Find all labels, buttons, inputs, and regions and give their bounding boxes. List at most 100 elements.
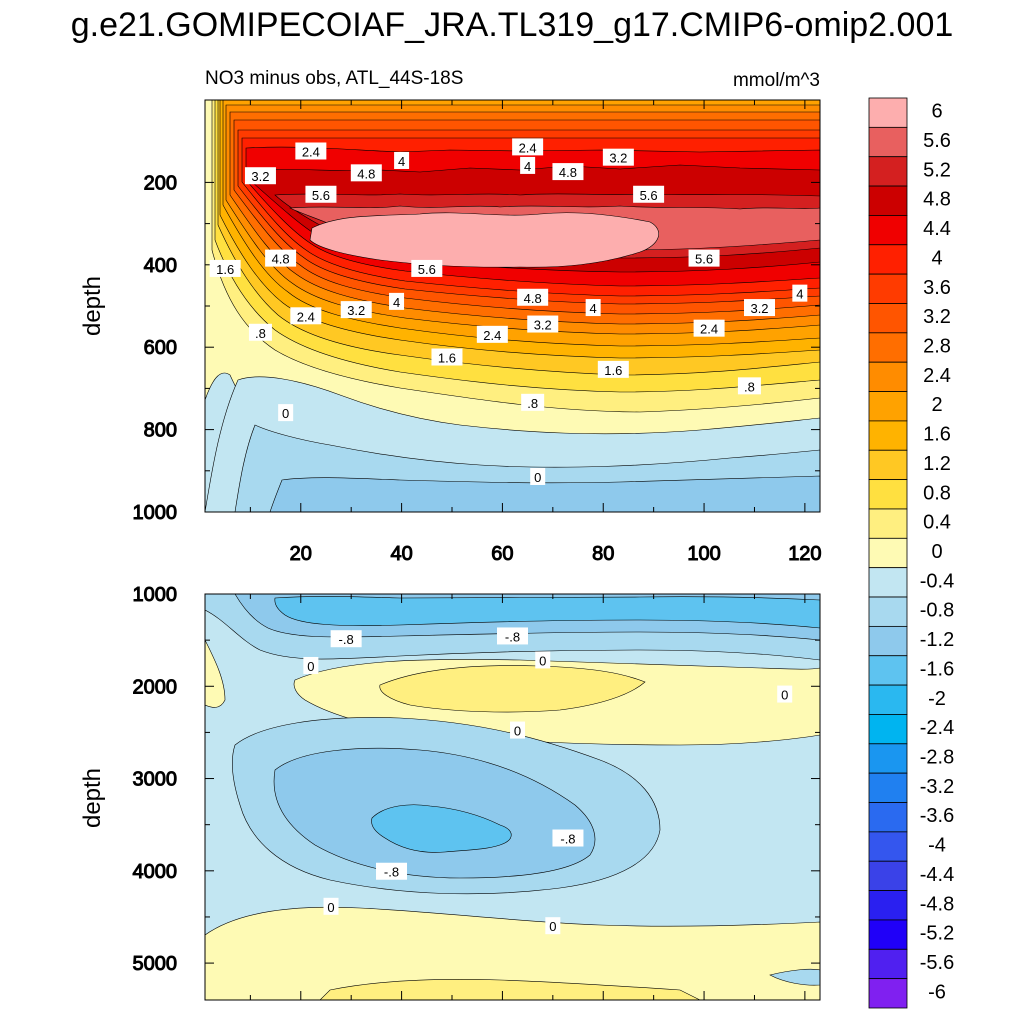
contour-label: -.8 (552, 829, 584, 847)
contour-label-text: 4 (796, 287, 803, 302)
y-tick-label: 1000 (133, 502, 178, 524)
contour-label: .8 (737, 377, 761, 395)
contour-label-box (552, 829, 584, 847)
contour-label-text: 3.2 (534, 318, 552, 333)
neg-band-upper-3 (274, 596, 820, 629)
colorbar-swatch (868, 273, 908, 304)
colorbar-label: -3.6 (920, 805, 954, 827)
contour-label-text: 2.4 (297, 309, 315, 324)
contour-label-text: 5.6 (640, 188, 658, 203)
colorbar-label: -5.6 (920, 952, 954, 974)
contour-label-text: 5.6 (312, 188, 330, 203)
colorbar-label: 2 (931, 394, 942, 416)
contour-label-text: 4 (590, 301, 597, 316)
colorbar-swatch (868, 596, 908, 627)
contour-label-text: 5.6 (418, 262, 436, 277)
contour-label-text: 4.8 (559, 165, 577, 180)
contour-label-text: -.8 (505, 629, 520, 644)
contour-label: 1.6 (431, 348, 463, 366)
colorbar-label: 4.4 (923, 218, 951, 240)
contour-label-text: 4 (398, 154, 405, 169)
contour-label: 0 (530, 467, 546, 485)
figure-title: g.e21.GOMIPECOIAF_JRA.TL319_g17.CMIP6-om… (70, 6, 954, 44)
contour-label-box (792, 284, 808, 302)
contour-label-text: 0 (514, 724, 521, 739)
colorbar-swatch (868, 714, 908, 745)
contour-label: 4.8 (517, 288, 549, 306)
contour-label-box (633, 185, 665, 203)
contour-label-box (693, 319, 725, 337)
colorbar-label: -4.4 (920, 864, 954, 886)
contour-label: 0 (777, 685, 793, 703)
contour-label-box (737, 377, 761, 395)
colorbar-label: 5.6 (923, 130, 951, 152)
contour-label: 2.4 (290, 307, 322, 325)
contour-label: 2.4 (295, 142, 327, 160)
contour-label-text: 0 (781, 688, 788, 703)
contour-label-box (512, 138, 544, 156)
contour-label: .8 (521, 393, 545, 411)
contour-label-box (602, 148, 634, 166)
contour-label: 4 (520, 156, 536, 174)
contour-label-text: 3.2 (251, 169, 269, 184)
contour-label-box (520, 156, 536, 174)
colorbar-label: 4.8 (923, 189, 951, 211)
colorbar-swatch (868, 156, 908, 187)
contour-label-text: 3.2 (750, 301, 768, 316)
contour-label: 4 (389, 292, 405, 310)
contour-label: 3.2 (340, 301, 372, 319)
colorbar-swatch (868, 215, 908, 246)
colorbar-swatch (868, 684, 908, 715)
contour-label-text: -.8 (384, 865, 399, 880)
contour-label-box (535, 651, 551, 669)
colorbar-swatch (868, 831, 908, 862)
colorbar-swatch (868, 479, 908, 510)
contour-label-box (527, 315, 559, 333)
contour-label-box (295, 142, 327, 160)
contour-label-text: 2.4 (302, 145, 320, 160)
colorbar-label: -1.2 (920, 629, 954, 651)
contour-label: 3.2 (744, 299, 776, 317)
contour-label-text: 0 (307, 659, 314, 674)
y-tick-label: 600 (144, 337, 177, 359)
colorbar-label: 4 (931, 247, 942, 269)
colorbar-swatch (868, 919, 908, 950)
y-tick-label: 200 (144, 172, 177, 194)
colorbar-label: -5.2 (920, 923, 954, 945)
y-tick-label: 800 (144, 420, 177, 442)
colorbar-label: -3.2 (920, 776, 954, 798)
colorbar-swatch (868, 625, 908, 657)
colorbar-label: -2.4 (920, 717, 954, 739)
colorbar-label: -1.6 (920, 658, 954, 680)
contour-label: 0 (303, 656, 319, 674)
contour-label: 4.8 (265, 249, 297, 267)
x-tick-label: 80 (592, 543, 614, 565)
contour-label: 3.2 (527, 315, 559, 333)
colorbar-swatch (868, 743, 908, 774)
contour-label-box (323, 897, 339, 915)
contour-label: 0 (535, 651, 551, 669)
contour-label: 2.4 (512, 138, 544, 156)
contour-label-text: 0 (327, 900, 334, 915)
contour-label: 2.4 (693, 319, 725, 337)
colorbar-label: 5.2 (923, 159, 951, 181)
contour-label-box (411, 259, 443, 277)
contour-label-box (340, 301, 372, 319)
contour-label-box (350, 164, 382, 182)
contour-label-box (545, 917, 561, 935)
contour-label: 3.2 (244, 167, 276, 185)
colorbar-swatch (868, 126, 908, 158)
contour-label-text: 4.8 (357, 166, 375, 181)
colorbar-swatch (868, 244, 908, 275)
pos-bottom-edge (319, 979, 701, 1000)
contour-label-text: 4 (524, 159, 531, 174)
contour-label-box (744, 299, 776, 317)
colorbar-label: 0 (931, 541, 942, 563)
colorbar-swatch (868, 537, 908, 569)
contour-label: 5.6 (305, 185, 337, 203)
y-tick-label: 5000 (133, 953, 178, 975)
colorbar-label: 0.4 (923, 512, 951, 534)
contour-label: 5.6 (411, 259, 443, 277)
contour-label-box (209, 259, 241, 277)
